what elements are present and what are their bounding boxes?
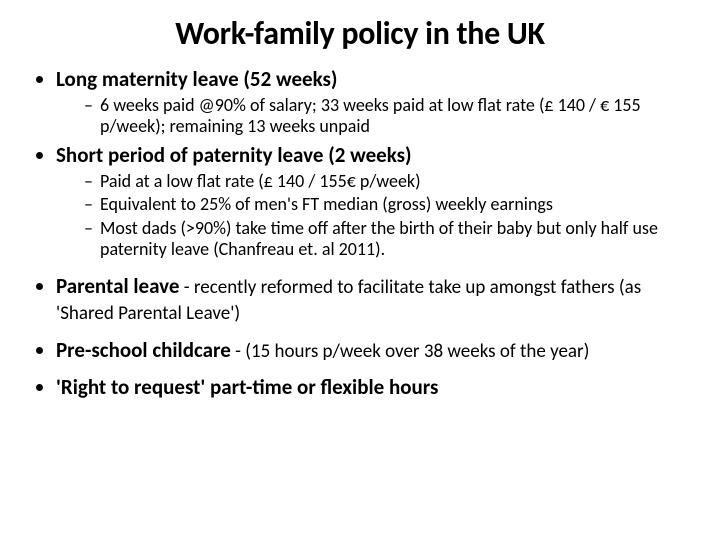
bullet-lead: Long maternity leave (52 weeks) [56,66,337,92]
page-title: Work-family policy in the UK [30,14,690,53]
bullet-lead: Pre-school childcare [56,337,231,363]
bullet-list: Long maternity leave (52 weeks) 6 weeks … [30,67,690,401]
list-item: 'Right to request' part-time or flexible… [56,375,690,401]
bullet-tail: - (15 hours p/week over 38 weeks of the … [231,340,590,363]
list-item: Short period of paternity leave (2 weeks… [56,143,690,260]
list-item: Long maternity leave (52 weeks) 6 weeks … [56,67,690,137]
sub-item: 6 weeks paid @90% of salary; 33 weeks pa… [84,95,690,137]
bullet-lead: 'Right to request' part-time or flexible… [56,374,438,400]
slide: Work-family policy in the UK Long matern… [0,0,720,540]
sub-item: Equivalent to 25% of men's FT median (gr… [84,194,690,215]
sub-list: 6 weeks paid @90% of salary; 33 weeks pa… [56,95,690,137]
sub-list: Paid at a low flat rate (£ 140 / 155€ p/… [56,171,690,260]
sub-item: Most dads (>90%) take time off after the… [84,218,690,260]
sub-item: Paid at a low flat rate (£ 140 / 155€ p/… [84,171,690,192]
bullet-lead: Parental leave [56,273,179,299]
list-item: Pre-school childcare - (15 hours p/week … [56,338,690,364]
list-item: Parental leave - recently reformed to fa… [56,274,690,326]
bullet-lead: Short period of paternity leave (2 weeks… [56,142,412,168]
